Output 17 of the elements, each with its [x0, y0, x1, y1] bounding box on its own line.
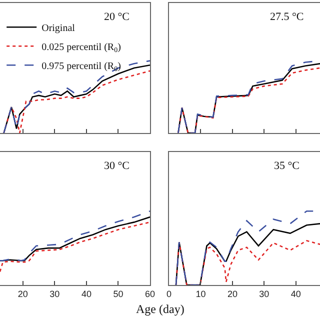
- text: 35 °C: [274, 160, 300, 172]
- x-tick-label: 0: [166, 288, 172, 299]
- text: 30 °C: [104, 160, 130, 172]
- x-tick-label: 40: [81, 288, 92, 299]
- x-tick-label: 60: [144, 288, 156, 299]
- x-axis-title: Age (day): [136, 302, 184, 316]
- x-tick-label: 10: [196, 288, 206, 299]
- x-tick-label: 40: [290, 288, 301, 299]
- x-tick-label: 30: [259, 288, 270, 299]
- x-tick-label: 20: [18, 288, 28, 299]
- text: 20 °C: [104, 11, 130, 23]
- legend-label: Original: [42, 23, 76, 34]
- x-tick-label: 20: [227, 288, 238, 299]
- x-tick-label: 30: [50, 288, 60, 299]
- text: 27.5 °C: [270, 11, 304, 23]
- x-tick-label: 50: [113, 288, 124, 299]
- legend-label: 0.025 percentil (R$_{0}$): [42, 42, 121, 54]
